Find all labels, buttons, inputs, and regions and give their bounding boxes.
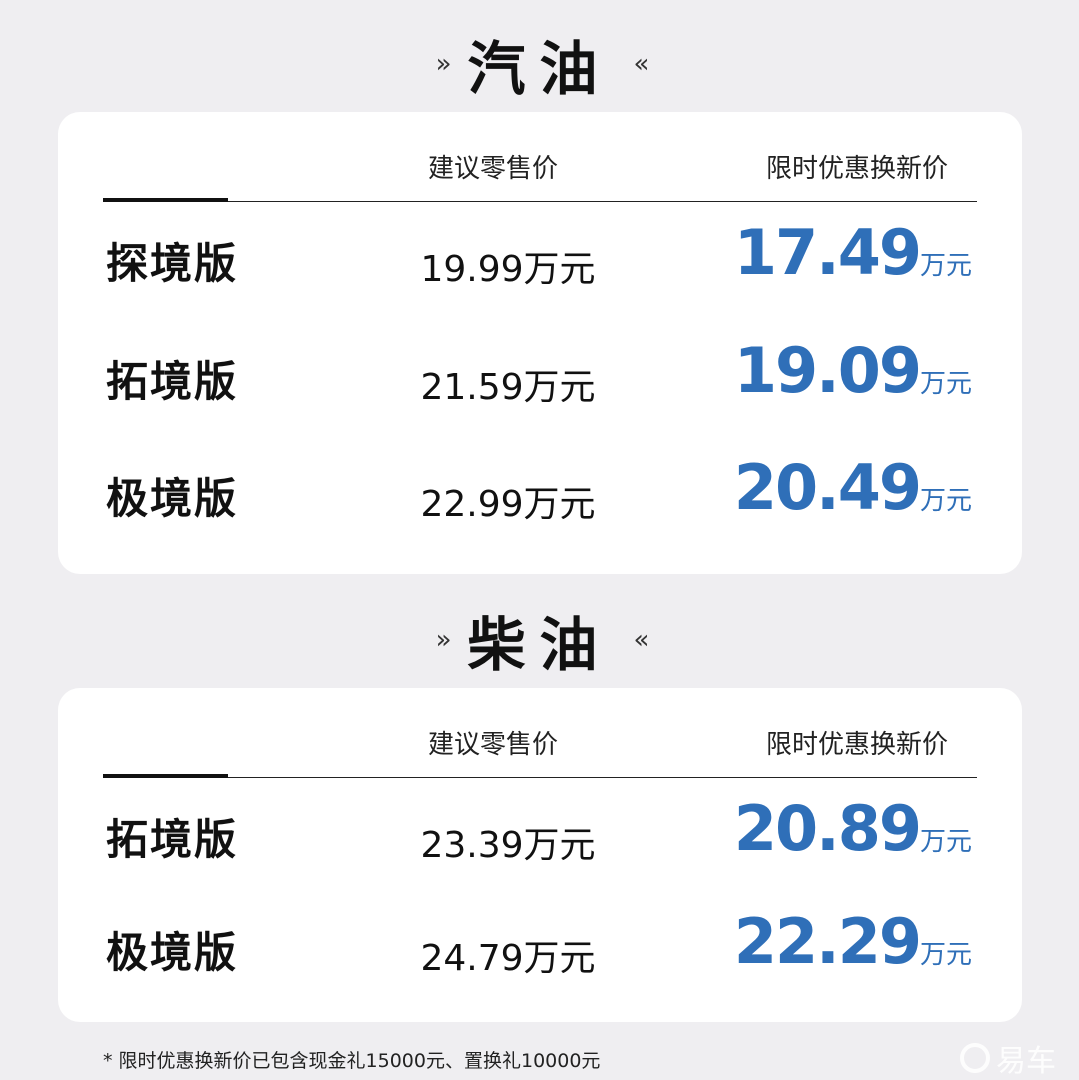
header-promo: 限时优惠换新价 [766, 730, 949, 760]
divider-accent [103, 198, 228, 202]
yiche-logo-icon [960, 1043, 990, 1073]
watermark-text: 易车 [996, 1044, 1056, 1079]
trim-name: 极境版 [106, 474, 239, 523]
header-retail: 建议零售价 [428, 730, 559, 760]
promo-number: 20.49 [733, 451, 922, 524]
trim-name: 拓境版 [106, 357, 239, 406]
section-title: 柴油 [467, 611, 612, 679]
table-row: 极境版 24.79万元 22.29万元 [58, 905, 1022, 989]
section-title-gasoline: » 汽油 « [0, 22, 1079, 106]
chevron-right-icon: » [435, 625, 452, 655]
promo-number: 19.09 [733, 334, 922, 407]
section-title: 汽油 [467, 35, 612, 103]
table-row: 探境版 19.99万元 17.49万元 [58, 216, 1022, 300]
price-card-diesel: 建议零售价 限时优惠换新价 拓境版 23.39万元 20.89万元 极境版 24… [58, 688, 1022, 1022]
promo-price: 19.09万元 [734, 334, 972, 407]
promo-unit: 万元 [919, 940, 972, 970]
retail-price: 23.39万元 [420, 825, 596, 866]
retail-price: 19.99万元 [420, 249, 596, 290]
promo-unit: 万元 [919, 486, 972, 516]
trim-name: 极境版 [106, 928, 239, 977]
table-row: 极境版 22.99万元 20.49万元 [58, 451, 1022, 535]
table-row: 拓境版 23.39万元 20.89万元 [58, 792, 1022, 876]
retail-price: 21.59万元 [420, 367, 596, 408]
trim-name: 探境版 [106, 239, 239, 288]
section-title-diesel: » 柴油 « [0, 598, 1079, 682]
retail-price: 24.79万元 [420, 938, 596, 979]
promo-unit: 万元 [919, 251, 972, 281]
promo-price: 22.29万元 [734, 905, 972, 978]
promo-unit: 万元 [919, 369, 972, 399]
promo-number: 22.29 [733, 905, 922, 978]
promo-number: 17.49 [733, 216, 922, 289]
divider [103, 201, 977, 202]
promo-unit: 万元 [919, 827, 972, 857]
chevron-left-icon: « [633, 49, 650, 79]
retail-price: 22.99万元 [420, 484, 596, 525]
promo-price: 20.89万元 [734, 792, 972, 865]
promo-price: 17.49万元 [734, 216, 972, 289]
divider-accent [103, 774, 228, 778]
divider [103, 777, 977, 778]
chevron-left-icon: « [633, 625, 650, 655]
promo-price: 20.49万元 [734, 451, 972, 524]
header-retail: 建议零售价 [428, 154, 559, 184]
watermark: 易车 [960, 1036, 1056, 1080]
header-promo: 限时优惠换新价 [766, 154, 949, 184]
promo-number: 20.89 [733, 792, 922, 865]
trim-name: 拓境版 [106, 815, 239, 864]
table-row: 拓境版 21.59万元 19.09万元 [58, 334, 1022, 418]
chevron-right-icon: » [435, 49, 452, 79]
price-card-gasoline: 建议零售价 限时优惠换新价 探境版 19.99万元 17.49万元 拓境版 21… [58, 112, 1022, 574]
footnote: * 限时优惠换新价已包含现金礼15000元、置换礼10000元 [103, 1050, 601, 1072]
